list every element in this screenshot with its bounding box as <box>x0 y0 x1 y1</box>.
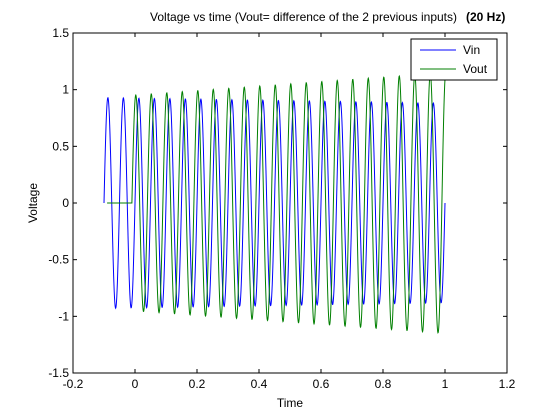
legend-label-vin: Vin <box>463 43 480 57</box>
y-tick-label: 1 <box>62 83 69 97</box>
x-tick-label: 0 <box>132 377 139 391</box>
chart-title: Voltage vs time (Vout= difference of the… <box>150 10 505 24</box>
legend-label-vout: Vout <box>463 62 488 76</box>
series-line-vout <box>107 73 446 334</box>
x-tick-label: 1 <box>442 377 449 391</box>
chart-title-frequency: (20 Hz) <box>466 10 505 24</box>
legend-box <box>410 38 498 81</box>
x-tick-label: 0.6 <box>313 377 330 391</box>
y-tick-label: -0.5 <box>48 253 69 267</box>
x-tick-label: 0.2 <box>189 377 206 391</box>
x-tick-label: -0.2 <box>63 377 84 391</box>
axis-ticks: -0.2 0 0.2 0.4 0.6 0.8 1 1.2 -1.5 -1 -0.5 0 0.5 1 1.5 <box>48 26 515 391</box>
chart-title-text: Voltage vs time (Vout= difference of the… <box>150 10 457 24</box>
y-tick-label: 0.5 <box>52 139 69 153</box>
y-tick-label: 1.5 <box>52 26 69 40</box>
x-tick-label: 0.8 <box>375 377 392 391</box>
y-tick-label: -1 <box>58 309 69 323</box>
x-tick-label: 0.4 <box>251 377 268 391</box>
series-layer <box>103 73 446 334</box>
x-tick-label: 1.2 <box>499 377 516 391</box>
y-tick-label: -1.5 <box>48 366 69 380</box>
y-axis-label: Voltage <box>26 183 40 223</box>
legend: Vin Vout <box>410 38 498 81</box>
y-tick-label: 0 <box>62 196 69 210</box>
x-axis-label: Time <box>277 396 304 410</box>
